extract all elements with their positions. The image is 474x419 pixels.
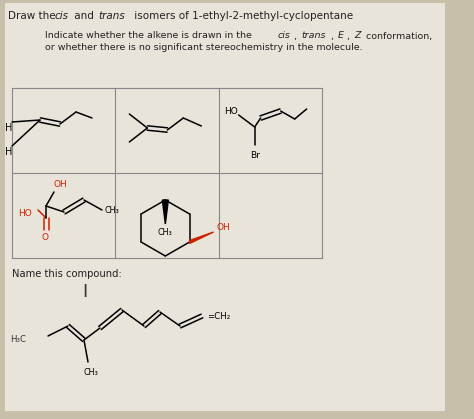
Text: Z: Z: [354, 31, 361, 41]
Text: conformation,: conformation,: [363, 31, 432, 41]
Text: HO: HO: [224, 106, 237, 116]
Text: =CH₂: =CH₂: [207, 311, 230, 321]
Polygon shape: [190, 232, 214, 243]
Text: I: I: [82, 283, 87, 301]
Text: HO: HO: [18, 209, 32, 217]
Text: O: O: [42, 233, 49, 241]
Text: cis: cis: [55, 11, 69, 21]
Text: ,: ,: [347, 31, 353, 41]
Text: Draw the: Draw the: [8, 11, 59, 21]
Text: or whether there is no significant stereochemistry in the molecule.: or whether there is no significant stere…: [45, 44, 363, 52]
Text: trans: trans: [98, 11, 125, 21]
Text: CH₃: CH₃: [105, 205, 120, 215]
Text: ,: ,: [331, 31, 337, 41]
Text: H: H: [5, 123, 12, 133]
Text: trans: trans: [301, 31, 326, 41]
Text: ,: ,: [294, 31, 300, 41]
Text: OH: OH: [53, 179, 67, 189]
Text: and: and: [71, 11, 97, 21]
Text: cis: cis: [278, 31, 291, 41]
Text: CH₃: CH₃: [157, 228, 172, 236]
Text: E: E: [338, 31, 344, 41]
Text: isomers of 1-ethyl-2-methyl-cyclopentane: isomers of 1-ethyl-2-methyl-cyclopentane: [131, 11, 353, 21]
Text: OH: OH: [217, 222, 230, 232]
Text: H₃C: H₃C: [10, 334, 26, 344]
Text: Name this compound:: Name this compound:: [12, 269, 122, 279]
Text: Indicate whether the alkene is drawn in the: Indicate whether the alkene is drawn in …: [45, 31, 255, 41]
Text: CH₃: CH₃: [84, 367, 99, 377]
Polygon shape: [162, 200, 168, 224]
Text: H: H: [5, 147, 12, 157]
Text: Br: Br: [250, 150, 260, 160]
